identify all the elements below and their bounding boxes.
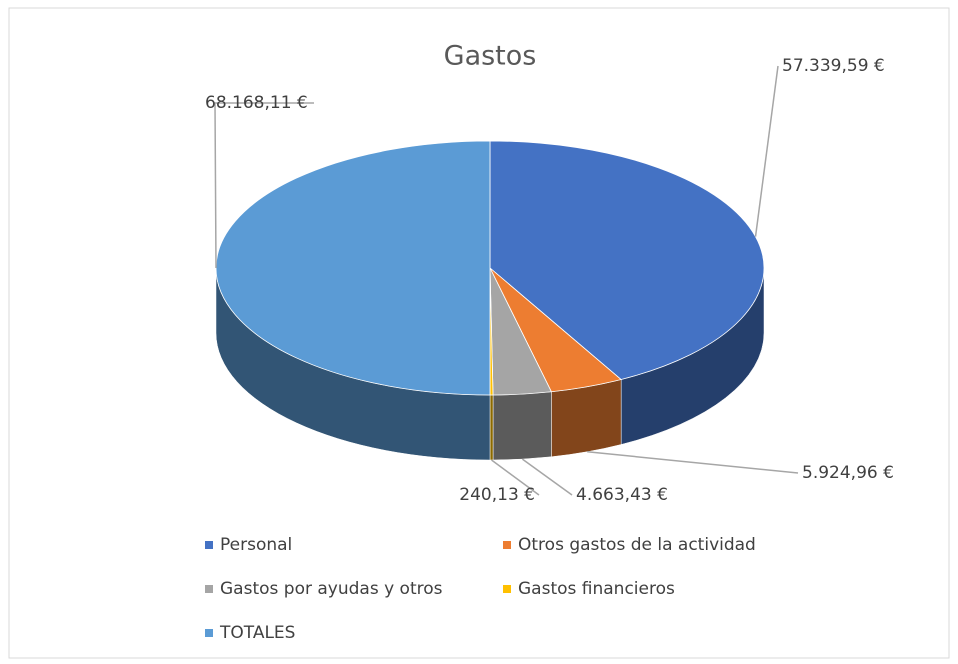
leader-line (214, 102, 314, 269)
legend-label: Otros gastos de la actividad (518, 535, 756, 555)
slice (215, 140, 491, 396)
data-label: 57.339,59 € (782, 56, 885, 76)
legend-swatch (205, 585, 213, 593)
data-label: 240,13 € (459, 485, 535, 505)
legend-label: Gastos financieros (518, 579, 675, 599)
legend-label: TOTALES (219, 623, 295, 643)
legend-swatch (503, 585, 511, 593)
legend-swatch (503, 541, 511, 549)
chart-title: Gastos (444, 41, 537, 72)
slice-side (489, 394, 494, 461)
leader-line (491, 459, 540, 496)
leader-line (754, 65, 779, 237)
leader-line (587, 450, 799, 474)
slice (489, 140, 765, 380)
legend-label: Gastos por ayudas y otros (220, 579, 443, 599)
slice-side (551, 379, 622, 458)
data-label: 5.924,96 € (802, 463, 894, 483)
leader-line (521, 458, 573, 496)
slice-side (492, 391, 552, 461)
legend-label: Personal (220, 535, 292, 555)
data-label: 4.663,43 € (576, 485, 668, 505)
legend-swatch (205, 541, 213, 549)
legend-swatch (205, 629, 213, 637)
data-label: 68.168,11 € (205, 93, 308, 113)
